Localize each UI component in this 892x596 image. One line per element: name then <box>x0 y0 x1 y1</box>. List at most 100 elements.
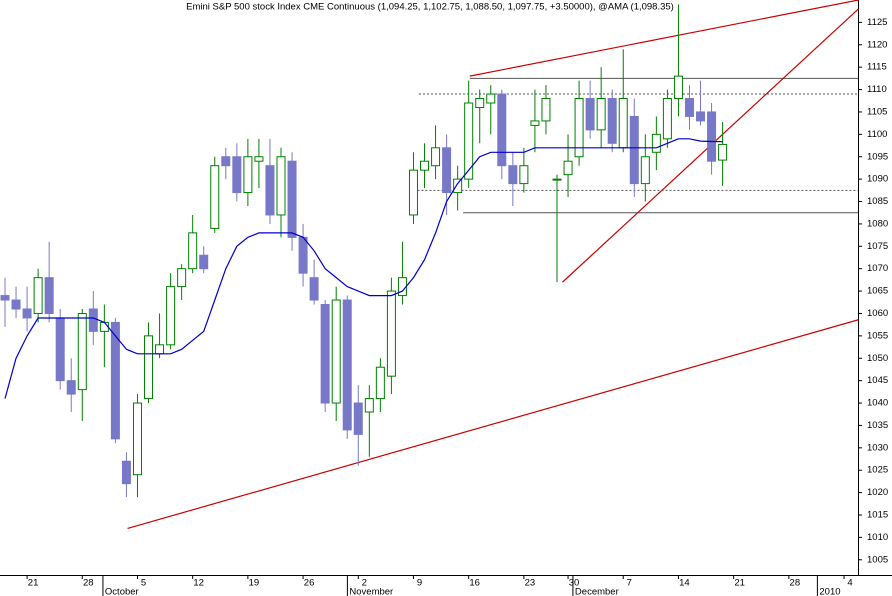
y-tick-label: 1070 <box>867 263 888 274</box>
x-tick-label: 2 <box>362 578 367 589</box>
y-tick-label: 1005 <box>867 554 888 565</box>
x-tick-label: 9 <box>417 578 422 589</box>
candle-body <box>132 402 142 476</box>
candle-body <box>420 160 430 171</box>
candle-body <box>232 156 242 194</box>
y-tick-label: 1095 <box>867 151 888 162</box>
y-tick-label: 1115 <box>867 62 887 73</box>
candle-body <box>596 98 606 131</box>
candle-body <box>55 317 65 382</box>
candle-body <box>519 165 529 185</box>
candle-body <box>110 321 120 440</box>
candle-body <box>298 236 308 274</box>
candle-body <box>718 143 728 161</box>
y-tick-label: 1065 <box>867 286 888 297</box>
y-tick-label: 1060 <box>867 308 888 319</box>
candle-body <box>497 93 507 167</box>
trendline <box>469 0 859 77</box>
candle-body <box>375 366 385 400</box>
y-tick-label: 1025 <box>867 465 888 476</box>
candle-body <box>155 344 165 355</box>
candle-body <box>486 93 496 104</box>
candle-body <box>177 268 187 288</box>
candle-body <box>342 299 352 431</box>
candle-body <box>618 98 628 149</box>
y-tick-label: 1100 <box>867 129 887 140</box>
x-tick-label: 28 <box>790 578 801 589</box>
y-tick-label: 1080 <box>867 218 888 229</box>
x-tick-label: 16 <box>469 578 480 589</box>
x-tick-label: 26 <box>304 578 315 589</box>
candle-body <box>144 335 154 400</box>
candle-body <box>265 165 275 216</box>
candle-body <box>121 460 131 485</box>
candle-body <box>541 98 551 122</box>
candle-body <box>276 156 286 216</box>
candle-body <box>199 254 209 270</box>
y-tick-label: 1090 <box>867 174 888 185</box>
month-label: 2010 <box>819 587 840 596</box>
y-tick-label: 1125 <box>867 17 887 28</box>
x-tick-label: 5 <box>141 578 146 589</box>
y-tick-label: 1105 <box>867 106 887 117</box>
month-label: October <box>105 587 139 596</box>
y-tick-label: 1050 <box>867 353 888 364</box>
candle-body <box>508 165 518 185</box>
candle-body <box>88 308 98 332</box>
candle-body <box>166 286 176 346</box>
month-label: November <box>349 587 393 596</box>
candle-body <box>33 277 43 314</box>
y-tick-label: 1015 <box>867 510 888 521</box>
trendline <box>127 319 859 530</box>
x-tick-label: 4 <box>847 578 852 589</box>
candle-body <box>188 232 198 270</box>
month-label: December <box>575 587 619 596</box>
candle-body <box>651 133 661 153</box>
candle-body <box>662 98 672 140</box>
candle-body <box>408 169 418 216</box>
candle-body <box>386 290 396 377</box>
candle-body <box>464 102 474 180</box>
candle-body <box>22 308 32 319</box>
y-tick-label: 1045 <box>867 375 888 386</box>
candle-body <box>66 380 76 395</box>
x-tick-label: 12 <box>193 578 204 589</box>
x-tick-label: 21 <box>28 578 39 589</box>
ama-line <box>4 138 723 399</box>
candle-body <box>585 98 595 131</box>
y-tick-label: 1035 <box>867 420 888 431</box>
candle-body <box>574 98 584 158</box>
candle-body <box>530 120 540 126</box>
x-tick-label: 21 <box>734 578 745 589</box>
y-tick-label: 1110 <box>867 84 887 95</box>
candle-body <box>673 75 683 100</box>
candle-body <box>287 160 297 238</box>
y-tick-label: 1020 <box>867 487 888 498</box>
y-tick-label: 1055 <box>867 330 888 341</box>
y-tick-label: 1040 <box>867 398 888 409</box>
y-tick-label: 1030 <box>867 442 888 453</box>
candle-body <box>707 111 717 162</box>
x-tick-label: 23 <box>525 578 536 589</box>
candle-body <box>552 178 562 181</box>
candle-body <box>453 178 463 194</box>
x-tick-label: 30 <box>569 578 580 589</box>
candle-body <box>77 312 87 391</box>
candle-body <box>607 98 617 144</box>
candle-body <box>353 402 363 435</box>
candle-body <box>210 165 220 229</box>
candle-body <box>563 160 573 176</box>
candle-body <box>309 277 319 301</box>
candle-body <box>684 98 694 117</box>
candle-body <box>331 299 341 404</box>
candle-body <box>254 156 264 162</box>
chart-title: Emini S&P 500 stock Index CME Continuous… <box>186 2 674 13</box>
candle-body <box>696 111 706 122</box>
candle-body <box>221 156 231 167</box>
candle-body <box>320 304 330 404</box>
candle-body <box>431 147 441 167</box>
candle-body <box>364 398 374 413</box>
y-tick-label: 1120 <box>867 39 887 50</box>
